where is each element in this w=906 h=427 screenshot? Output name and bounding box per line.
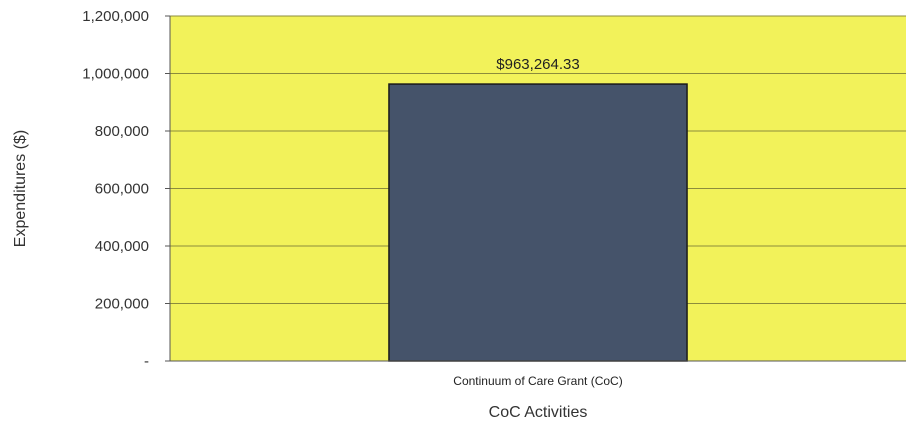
- x-axis-title: CoC Activities: [489, 404, 588, 421]
- y-tick-label: 400,000: [95, 238, 149, 255]
- plot-area: $963,264.33: [169, 15, 906, 362]
- y-tick-label: 800,000: [95, 123, 149, 140]
- y-tick-label: 1,200,000: [82, 8, 149, 25]
- y-axis-title: Expenditures ($): [12, 130, 29, 247]
- bar: [388, 83, 688, 362]
- x-tick-label: Continuum of Care Grant (CoC): [453, 374, 622, 388]
- bars: $963,264.33: [388, 56, 688, 362]
- x-axis-ticks: Continuum of Care Grant (CoC): [453, 374, 622, 388]
- bar-data-label: $963,264.33: [496, 56, 579, 73]
- y-tick-label: 600,000: [95, 181, 149, 198]
- y-tick-label: -: [144, 353, 149, 370]
- y-tick-label: 1,000,000: [82, 66, 149, 83]
- y-tick-label: 200,000: [95, 296, 149, 313]
- y-axis-ticks: - 200,000 400,000 600,000 800,000 1,000,000 1,…: [82, 8, 170, 370]
